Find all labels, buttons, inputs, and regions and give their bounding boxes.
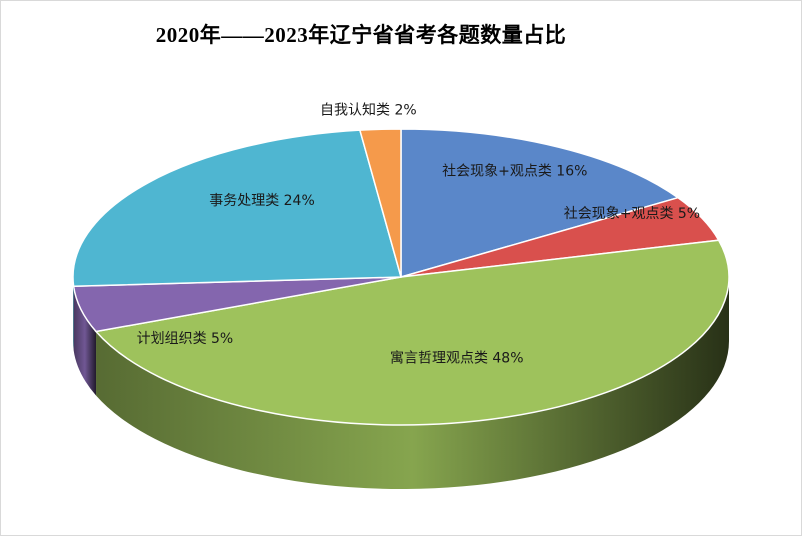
chart-title: 2020年——2023年辽宁省省考各题数量占比 bbox=[155, 23, 567, 47]
pie-side-2 bbox=[96, 277, 730, 490]
pie-side-walls bbox=[73, 277, 730, 490]
slice-label-3: 计划组织类 5% bbox=[137, 331, 234, 347]
slice-label-1: 社会现象+观点类 5% bbox=[564, 206, 700, 222]
slice-label-4: 事务处理类 24% bbox=[209, 193, 315, 209]
pie-slice-4 bbox=[72, 129, 402, 288]
pie-side-4 bbox=[73, 277, 74, 351]
slice-label-0: 社会现象+观点类 16% bbox=[442, 164, 587, 180]
pie-slice-0 bbox=[400, 128, 680, 278]
pie-top-faces bbox=[72, 128, 730, 426]
pie-labels: 社会现象+观点类 16% 社会现象+观点类 5% 寓言哲理观点类 48% 计划组织类 … bbox=[137, 102, 701, 367]
slice-label-2: 寓言哲理观点类 48% bbox=[390, 349, 524, 366]
slice-label-5: 自我认知类 2% bbox=[320, 102, 417, 119]
pie-slice-5 bbox=[358, 128, 402, 278]
pie-side-3 bbox=[73, 286, 97, 396]
pie-slice-2 bbox=[94, 239, 730, 426]
